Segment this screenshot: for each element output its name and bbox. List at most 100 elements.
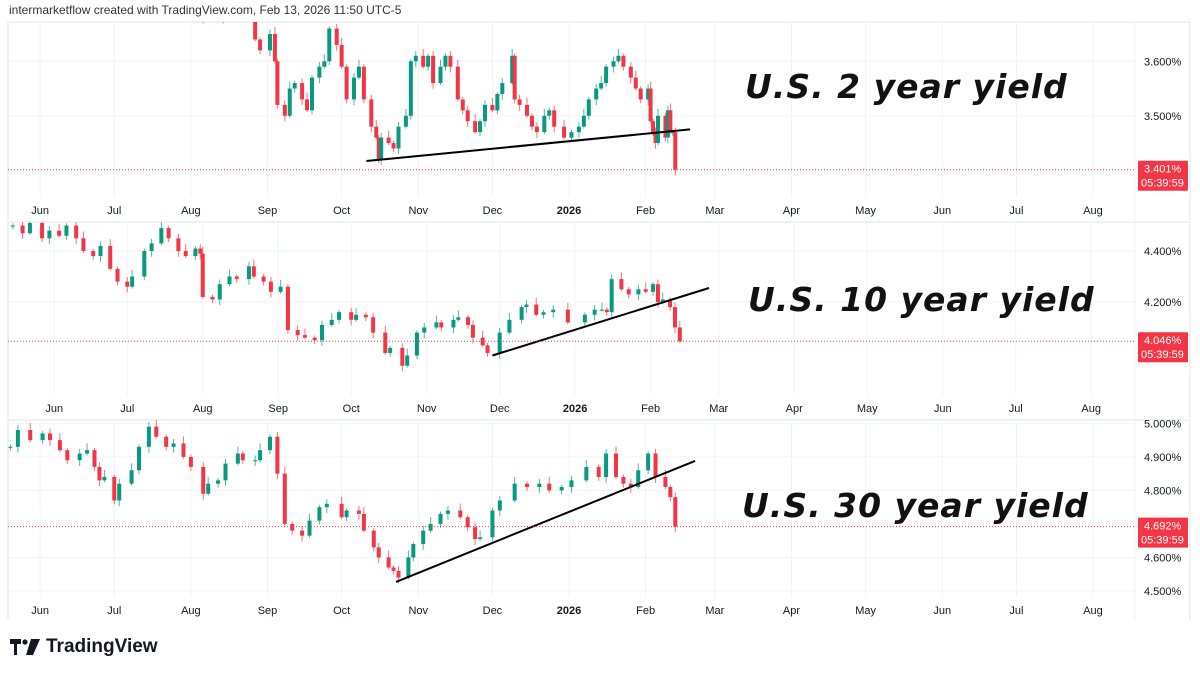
- candle[interactable]: [485, 345, 490, 353]
- candle[interactable]: [653, 453, 658, 477]
- candle[interactable]: [431, 55, 436, 84]
- candle[interactable]: [261, 276, 266, 282]
- candle[interactable]: [451, 319, 456, 328]
- candle[interactable]: [15, 430, 20, 447]
- candle[interactable]: [581, 115, 586, 127]
- candle[interactable]: [47, 230, 52, 239]
- candle[interactable]: [206, 483, 211, 494]
- candle[interactable]: [388, 347, 393, 353]
- candle[interactable]: [275, 61, 280, 105]
- candle[interactable]: [672, 307, 677, 328]
- candle[interactable]: [322, 61, 327, 67]
- candle[interactable]: [268, 281, 273, 292]
- candle[interactable]: [317, 507, 322, 521]
- candle[interactable]: [130, 276, 135, 287]
- candle[interactable]: [27, 223, 32, 234]
- candle[interactable]: [327, 28, 332, 62]
- candle[interactable]: [512, 483, 517, 501]
- candle[interactable]: [547, 483, 552, 491]
- candle[interactable]: [596, 466, 601, 477]
- candle[interactable]: [282, 473, 287, 524]
- candle[interactable]: [541, 312, 546, 315]
- candle[interactable]: [537, 483, 542, 488]
- candle[interactable]: [552, 110, 557, 127]
- candle[interactable]: [456, 317, 461, 320]
- candle[interactable]: [349, 312, 354, 320]
- candle[interactable]: [356, 66, 361, 78]
- candle[interactable]: [465, 110, 470, 122]
- candle[interactable]: [510, 55, 515, 84]
- plot-area[interactable]: [8, 220, 1135, 395]
- candle[interactable]: [216, 480, 221, 484]
- candle[interactable]: [391, 143, 396, 149]
- candle[interactable]: [638, 88, 643, 100]
- candle[interactable]: [665, 110, 670, 138]
- candle[interactable]: [400, 347, 405, 366]
- candle[interactable]: [115, 268, 120, 282]
- candle[interactable]: [176, 238, 181, 252]
- candle[interactable]: [352, 77, 357, 100]
- candle[interactable]: [621, 476, 626, 484]
- chart-10-year[interactable]: 4.400% 4.200% 4.046% 05:39:59 Jun Jul Aug Sep Oc…: [0, 220, 1200, 418]
- candle[interactable]: [251, 266, 256, 277]
- candle[interactable]: [292, 83, 297, 89]
- candle[interactable]: [565, 309, 570, 323]
- candle[interactable]: [329, 319, 334, 325]
- candle[interactable]: [287, 88, 292, 116]
- candle[interactable]: [403, 115, 408, 127]
- candle[interactable]: [547, 110, 552, 116]
- candle[interactable]: [478, 121, 483, 133]
- candle[interactable]: [413, 55, 418, 62]
- candle[interactable]: [576, 126, 581, 133]
- candle[interactable]: [64, 225, 69, 236]
- candle[interactable]: [421, 530, 426, 545]
- candle[interactable]: [559, 487, 564, 491]
- candle[interactable]: [519, 307, 524, 320]
- candle[interactable]: [391, 567, 396, 571]
- candle[interactable]: [656, 115, 661, 144]
- candle[interactable]: [633, 77, 638, 89]
- trendline[interactable]: [492, 287, 710, 357]
- candle[interactable]: [282, 104, 287, 116]
- candle[interactable]: [258, 450, 263, 461]
- candle[interactable]: [411, 544, 416, 558]
- plot-area[interactable]: [8, 420, 1135, 597]
- candle[interactable]: [337, 312, 342, 320]
- candle[interactable]: [159, 228, 164, 244]
- candle[interactable]: [396, 570, 401, 578]
- candle[interactable]: [670, 132, 675, 134]
- panel-10-year-yield[interactable]: 4.400% 4.200% 4.046% 05:39:59 Jun Jul Aug Sep Oc…: [0, 220, 1200, 418]
- candle[interactable]: [361, 513, 366, 531]
- candle[interactable]: [465, 517, 470, 528]
- candle[interactable]: [517, 99, 522, 105]
- trendline[interactable]: [366, 128, 691, 163]
- candle[interactable]: [621, 55, 626, 67]
- candle[interactable]: [648, 88, 653, 122]
- candle[interactable]: [295, 330, 300, 336]
- candle[interactable]: [166, 228, 171, 239]
- candle[interactable]: [97, 466, 102, 481]
- candle[interactable]: [490, 510, 495, 538]
- candle[interactable]: [193, 248, 198, 257]
- candle[interactable]: [386, 557, 391, 568]
- candle[interactable]: [108, 245, 113, 269]
- candle[interactable]: [40, 433, 45, 441]
- candle[interactable]: [374, 126, 379, 138]
- candle[interactable]: [626, 289, 631, 295]
- candle[interactable]: [246, 266, 251, 280]
- candle[interactable]: [183, 251, 188, 257]
- candle[interactable]: [473, 527, 478, 540]
- candle[interactable]: [428, 523, 433, 531]
- candle[interactable]: [234, 276, 239, 280]
- candle[interactable]: [369, 99, 374, 127]
- candle[interactable]: [551, 309, 556, 313]
- candle[interactable]: [65, 450, 70, 461]
- candle[interactable]: [592, 309, 597, 315]
- candle[interactable]: [171, 443, 176, 447]
- candle[interactable]: [285, 286, 290, 331]
- candle[interactable]: [470, 324, 475, 338]
- candle[interactable]: [198, 248, 203, 254]
- candle[interactable]: [604, 453, 609, 477]
- candle[interactable]: [307, 520, 312, 536]
- candle[interactable]: [668, 299, 673, 308]
